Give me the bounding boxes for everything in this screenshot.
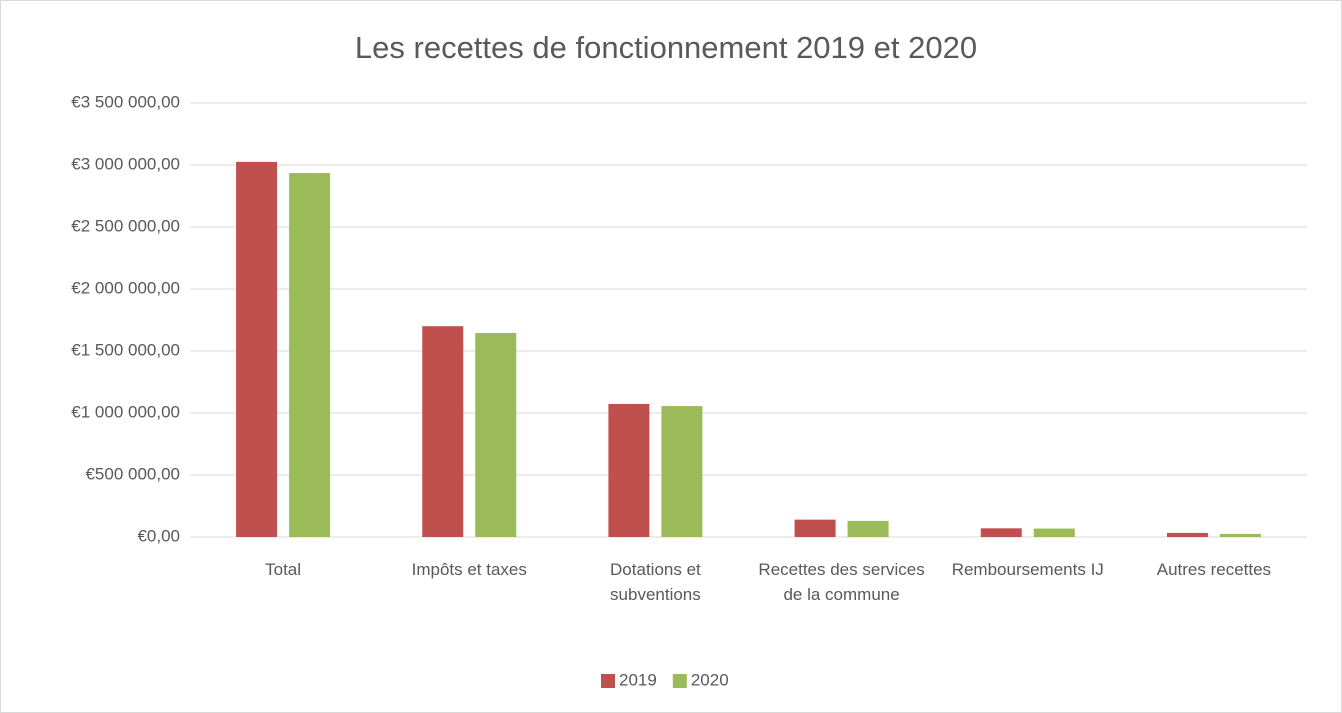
y-tick-label: €1 500 000,00	[71, 340, 180, 359]
bar	[980, 528, 1022, 537]
bar	[847, 520, 889, 537]
bar	[1166, 532, 1208, 537]
bar	[608, 403, 650, 537]
x-tick-label: Autres recettes	[1156, 560, 1272, 579]
bar	[661, 406, 703, 537]
bar	[794, 519, 836, 537]
y-tick-label: €3 500 000,00	[71, 92, 180, 111]
x-tick-label: Dotations et subventions	[610, 560, 701, 604]
x-tick-label: Recettes des services de la commune	[758, 560, 925, 604]
legend-label: 2020	[691, 670, 729, 689]
y-tick-label: €1 000 000,00	[71, 402, 180, 421]
y-tick-label: €2 500 000,00	[71, 216, 180, 235]
bar	[289, 173, 331, 537]
legend-swatch	[601, 674, 615, 688]
y-tick-label: €3 000 000,00	[71, 154, 180, 173]
bar	[1033, 528, 1075, 537]
bar	[1219, 533, 1261, 537]
x-tick-label: Impôts et taxes	[411, 560, 527, 579]
bar	[475, 333, 517, 537]
bar	[236, 161, 278, 537]
y-tick-label: €0,00	[137, 526, 180, 545]
x-tick-label: Remboursements IJ	[951, 560, 1104, 579]
legend-swatch	[672, 674, 687, 688]
x-tick-label: Total	[265, 560, 302, 579]
bar	[422, 326, 464, 537]
legend-label: 2019	[619, 670, 657, 689]
y-tick-label: €500 000,00	[85, 464, 180, 483]
chart-title: Les recettes de fonctionnement 2019 et 2…	[355, 30, 977, 65]
y-tick-label: €2 000 000,00	[71, 278, 180, 297]
